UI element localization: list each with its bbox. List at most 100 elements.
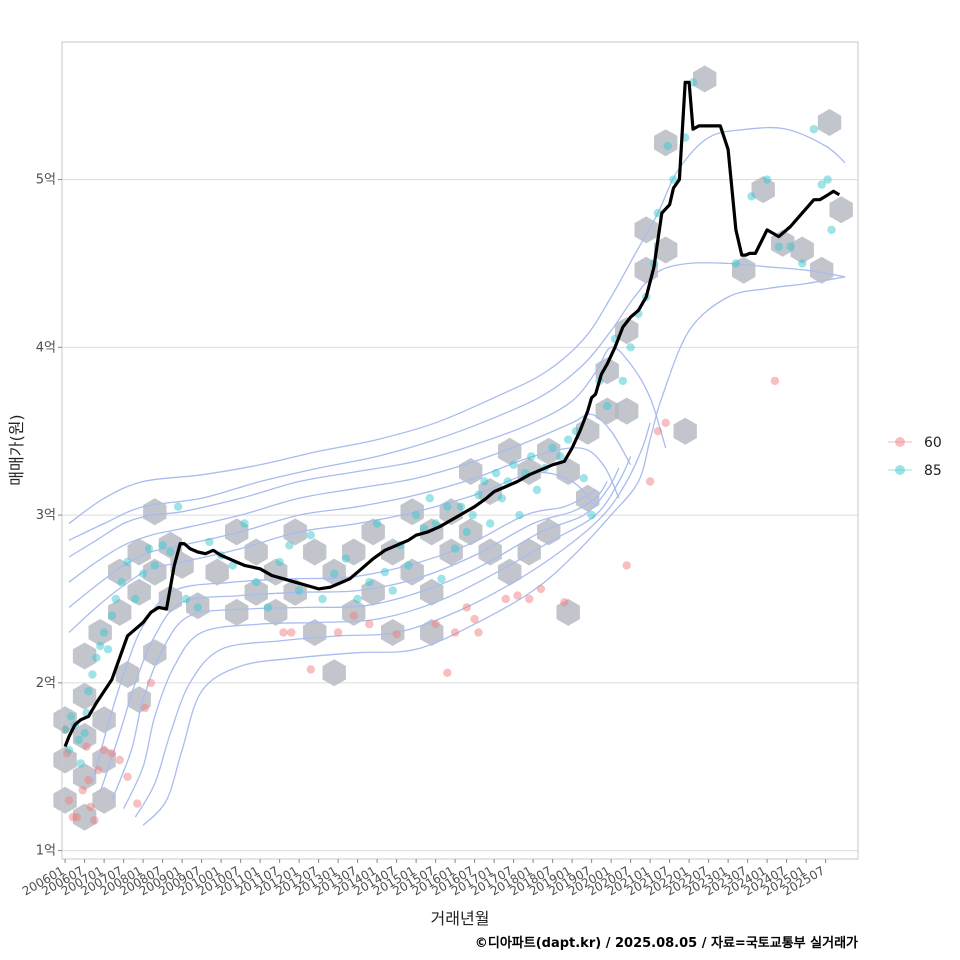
y-axis-title: 매매가(원) bbox=[7, 414, 26, 485]
hexbin-cell bbox=[303, 619, 327, 646]
scatter-point-60 bbox=[146, 678, 156, 688]
scatter-point-85 bbox=[497, 494, 507, 503]
scatter-point-85 bbox=[817, 180, 826, 189]
scatter-point-85 bbox=[84, 687, 93, 696]
scatter-point-85 bbox=[74, 735, 84, 745]
scatter-point-85 bbox=[603, 401, 612, 411]
hexbin-cell bbox=[615, 397, 639, 425]
scatter-point-60 bbox=[90, 816, 99, 825]
scatter-point-85 bbox=[181, 594, 191, 604]
hexbin-cell bbox=[244, 578, 268, 606]
scatter-point-85 bbox=[443, 502, 452, 511]
scatter-point-85 bbox=[688, 78, 698, 87]
scatter-point-85 bbox=[144, 544, 154, 553]
scatter-point-85 bbox=[618, 376, 627, 386]
scatter-point-85 bbox=[252, 578, 261, 587]
density-contour-layer bbox=[68, 126, 846, 826]
scatter-point-85 bbox=[548, 443, 557, 453]
scatter-points-layer bbox=[60, 78, 836, 825]
scatter-point-85 bbox=[437, 574, 446, 583]
scatter-point-85 bbox=[111, 594, 121, 604]
scatter-point-60 bbox=[470, 614, 479, 624]
scatter-point-85 bbox=[823, 175, 832, 184]
hexbin-cell bbox=[205, 558, 229, 586]
scatter-point-85 bbox=[117, 578, 126, 587]
scatter-point-85 bbox=[450, 544, 460, 553]
scatter-point-60 bbox=[450, 628, 460, 637]
scatter-point-60 bbox=[133, 799, 142, 808]
density-contour bbox=[68, 262, 846, 541]
scatter-point-85 bbox=[318, 594, 327, 604]
scatter-point-85 bbox=[275, 557, 284, 567]
scatter-point-85 bbox=[92, 653, 101, 662]
hexbin-cell bbox=[615, 317, 639, 345]
scatter-point-85 bbox=[240, 519, 249, 528]
scatter-point-85 bbox=[123, 557, 132, 567]
scatter-point-60 bbox=[474, 628, 483, 637]
scatter-point-85 bbox=[341, 554, 351, 563]
scatter-point-85 bbox=[419, 524, 429, 533]
scatter-point-85 bbox=[380, 567, 390, 577]
scatter-point-60 bbox=[501, 594, 510, 604]
legend: 60 85 bbox=[888, 435, 942, 479]
density-contour bbox=[68, 126, 846, 525]
y-axis-ticks: 1억 2억 3억 4억 5억 bbox=[36, 173, 62, 859]
density-contour bbox=[91, 489, 596, 784]
scatter-point-85 bbox=[99, 628, 109, 637]
scatter-point-85 bbox=[193, 603, 202, 612]
scatter-point-85 bbox=[527, 452, 536, 461]
hexbin-cell bbox=[303, 538, 327, 566]
scatter-point-85 bbox=[579, 474, 588, 483]
hexbin-cell bbox=[92, 786, 116, 814]
scatter-point-85 bbox=[663, 141, 672, 151]
trend-line-layer bbox=[63, 80, 841, 748]
scatter-point-60 bbox=[333, 628, 343, 637]
scatter-point-85 bbox=[64, 745, 74, 755]
scatter-point-85 bbox=[353, 594, 362, 604]
hexbin-cell bbox=[498, 558, 522, 586]
scatter-point-85 bbox=[404, 561, 413, 570]
hexbin-cell bbox=[693, 65, 717, 93]
scatter-point-60 bbox=[770, 376, 780, 386]
scatter-point-60 bbox=[661, 418, 670, 427]
scatter-point-85 bbox=[774, 242, 783, 251]
hexbin-cell bbox=[810, 256, 834, 284]
scatter-point-85 bbox=[491, 468, 501, 478]
scatter-point-85 bbox=[131, 594, 140, 604]
scatter-point-60 bbox=[123, 772, 132, 781]
scatter-point-85 bbox=[205, 537, 214, 547]
scatter-point-60 bbox=[140, 703, 150, 713]
scatter-point-60 bbox=[72, 812, 82, 822]
scatter-point-60 bbox=[392, 630, 401, 639]
scatter-point-60 bbox=[462, 603, 471, 612]
scatter-point-85 bbox=[166, 547, 175, 557]
scatter-point-85 bbox=[80, 729, 89, 738]
trend-line bbox=[63, 80, 841, 748]
hexbin-cell bbox=[283, 518, 307, 546]
scatter-point-60 bbox=[306, 665, 315, 674]
scatter-point-85 bbox=[564, 435, 573, 444]
scatter-point-60 bbox=[622, 561, 631, 570]
y-tick-label: 2억 bbox=[36, 676, 56, 691]
hexbin-cell bbox=[478, 538, 502, 566]
scatter-point-85 bbox=[294, 586, 304, 595]
scatter-point-85 bbox=[263, 603, 273, 612]
hexbin-cell bbox=[829, 196, 853, 224]
plot-panel-border bbox=[61, 41, 859, 860]
scatter-point-85 bbox=[138, 569, 148, 578]
hexbin-cell bbox=[143, 639, 167, 667]
hexbin-cell bbox=[381, 619, 405, 646]
y-tick-label: 1억 bbox=[36, 844, 56, 859]
scatter-point-85 bbox=[365, 578, 374, 587]
scatter-point-60 bbox=[78, 786, 87, 795]
scatter-point-85 bbox=[747, 192, 756, 201]
scatter-point-85 bbox=[515, 510, 524, 520]
scatter-point-85 bbox=[731, 259, 741, 268]
scatter-point-85 bbox=[431, 519, 440, 528]
scatter-point-60 bbox=[536, 584, 546, 594]
scatter-point-85 bbox=[76, 759, 85, 768]
legend-swatch-60 bbox=[895, 437, 905, 447]
scatter-point-85 bbox=[669, 175, 678, 184]
scatter-point-85 bbox=[509, 460, 518, 469]
